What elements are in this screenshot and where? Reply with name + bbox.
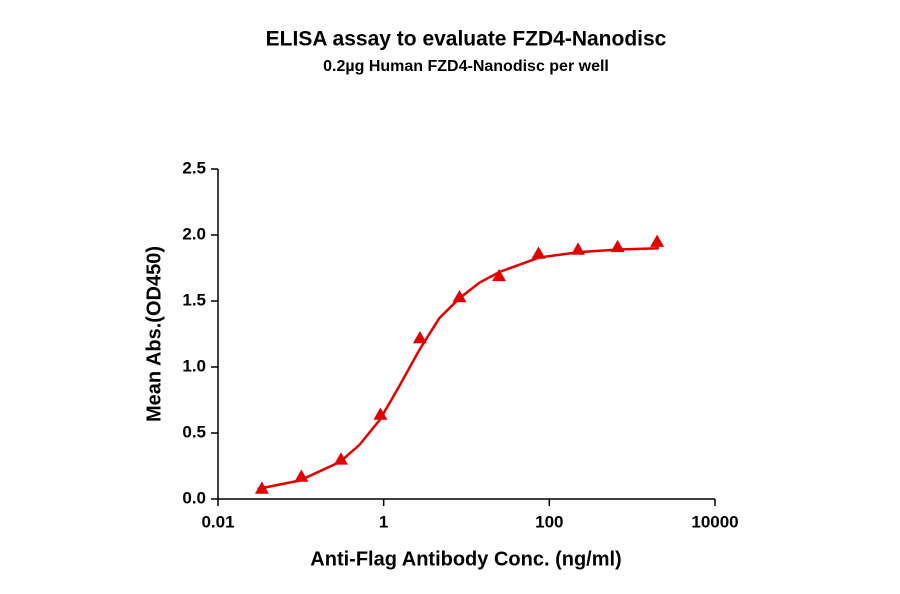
y-tick-label: 0.5 — [182, 422, 206, 441]
x-tick-label: 1 — [379, 512, 388, 531]
data-point — [412, 330, 427, 344]
y-tick-label: 0.0 — [182, 488, 206, 507]
y-tick-label: 1.5 — [182, 290, 206, 309]
data-point — [650, 234, 665, 247]
chart-subtitle: 0.2µg Human FZD4-Nanodisc per well — [323, 58, 609, 75]
x-axis-label: Anti-Flag Antibody Conc. (ng/ml) — [310, 548, 621, 570]
data-point — [373, 407, 388, 420]
x-tick-label: 0.01 — [201, 512, 234, 531]
x-tick-label: 100 — [535, 512, 563, 531]
chart-title: ELISA assay to evaluate FZD4-Nanodisc — [266, 28, 667, 51]
data-point — [492, 268, 507, 282]
data-point — [333, 452, 348, 465]
y-tick-label: 2.0 — [182, 224, 206, 243]
fit-curve — [257, 246, 659, 491]
y-axis-label: Mean Abs.(OD450) — [143, 246, 165, 422]
data-point — [531, 246, 546, 259]
y-tick-label: 1.0 — [182, 356, 206, 375]
y-tick-label: 2.5 — [182, 158, 206, 177]
x-tick-label: 10000 — [691, 512, 738, 531]
data-point — [452, 290, 467, 303]
